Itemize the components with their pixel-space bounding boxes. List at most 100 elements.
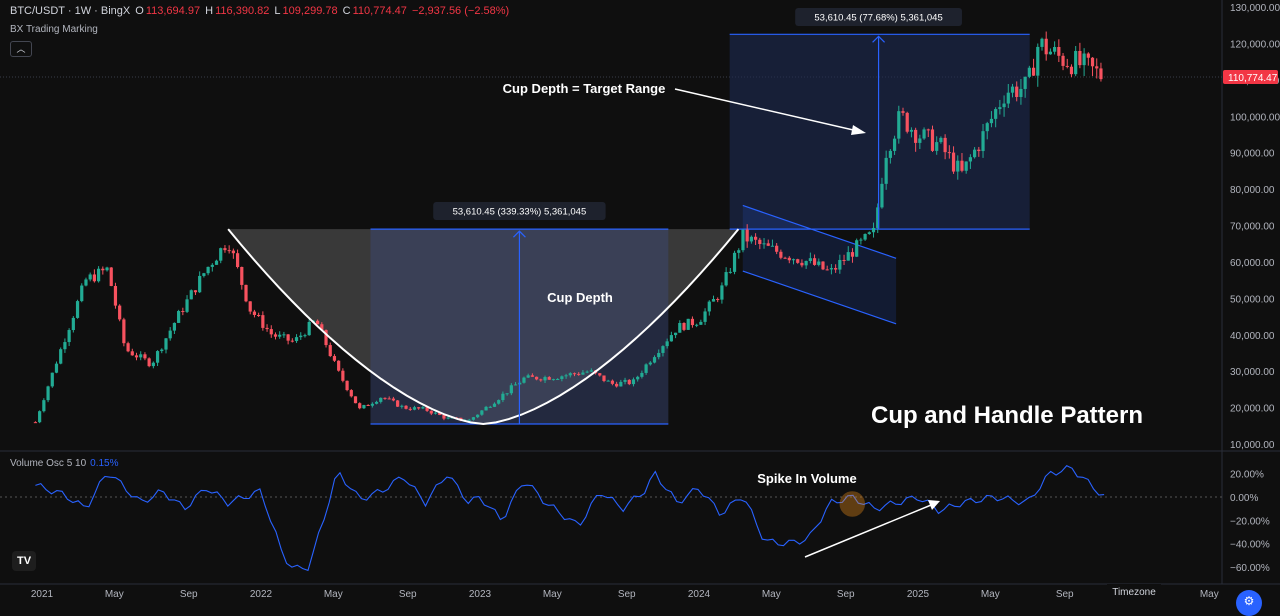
handle-channel-top	[742, 204, 897, 259]
low-label: L	[274, 5, 281, 17]
close-value: 110,774.47	[352, 5, 407, 17]
candle-body	[492, 403, 497, 407]
candle-body	[235, 253, 240, 267]
candle-body	[998, 107, 1002, 110]
candles	[33, 31, 1103, 424]
candle-body	[1095, 66, 1099, 69]
candle-body	[568, 373, 572, 376]
candle-body	[387, 398, 391, 400]
oscillator-header[interactable]: Volume Osc 5 10 0.15%	[10, 458, 119, 469]
oscillator-name: Volume Osc 5 10	[10, 458, 87, 469]
candle-body	[673, 332, 678, 336]
candle-body	[38, 411, 42, 423]
chart-canvas[interactable]: 53,610.45 (339.33%) 5,361,045 53,610.45 (…	[0, 0, 1280, 602]
candle-body	[337, 360, 341, 371]
candle-body	[484, 406, 488, 411]
candle-body	[214, 260, 219, 265]
candle-body	[404, 405, 408, 409]
candle-body	[526, 375, 530, 378]
candle-body	[1053, 47, 1057, 52]
candle-body	[505, 393, 509, 395]
candle-body	[1036, 46, 1040, 76]
candle-body	[770, 245, 775, 247]
candle-body	[198, 275, 202, 293]
target-measure-label: 53,610.45 (77.68%) 5,361,045	[814, 13, 942, 24]
candle-body	[619, 381, 623, 387]
low-value: 109,299.78	[282, 5, 338, 17]
candle-body	[105, 267, 109, 271]
candle-body	[661, 346, 665, 353]
candle-body	[75, 301, 80, 318]
candle-body	[257, 314, 261, 316]
candle-body	[177, 311, 181, 323]
candle-body	[871, 227, 876, 233]
candle-body	[299, 335, 303, 338]
price-tick-label: 50,000.00	[1230, 294, 1275, 305]
candle-body	[189, 290, 193, 300]
open-value: 113,694.97	[145, 5, 201, 17]
cup-measure-label-bg	[433, 202, 606, 220]
indicator-name[interactable]: BX Trading Marking	[10, 24, 98, 35]
chevron-up-icon[interactable]: ︿	[10, 41, 32, 57]
candle-body	[812, 258, 817, 265]
candle-body	[1010, 86, 1015, 93]
tradingview-logo[interactable]: TV	[12, 551, 36, 571]
candle-body	[703, 311, 707, 322]
cup-depth-arrowhead	[512, 230, 526, 238]
candle-body	[695, 324, 699, 326]
candle-body	[724, 272, 728, 286]
target-range-label: Cup Depth = Target Range	[503, 81, 666, 96]
osc-tick-label: −60.00%	[1230, 563, 1270, 574]
time-tick-label: Sep	[1056, 589, 1074, 600]
candle-body	[88, 274, 92, 280]
price-tick-label: 90,000.00	[1230, 149, 1275, 160]
candle-body	[248, 301, 252, 312]
candle-body	[240, 266, 244, 285]
time-tick-label: May	[762, 589, 781, 600]
price-tick-label: 100,000.00	[1230, 112, 1280, 123]
candle-body	[101, 268, 105, 271]
settings-icon[interactable]: ⚙	[1236, 590, 1262, 616]
candle-body	[829, 268, 834, 270]
candle-body	[547, 377, 551, 380]
candle-body	[1040, 38, 1044, 47]
candle-body	[172, 322, 177, 331]
candle-body	[353, 396, 358, 404]
candle-body	[943, 137, 947, 153]
price-tick-label: 60,000.00	[1230, 258, 1275, 269]
high-label: H	[205, 5, 214, 17]
candle-body	[589, 370, 593, 372]
candle-body	[640, 372, 644, 377]
candle-body	[374, 401, 379, 404]
time-tick-label: May	[1200, 589, 1219, 600]
candle-body	[602, 375, 606, 381]
timezone-button[interactable]: Timezone	[1107, 584, 1161, 602]
candle-body	[164, 338, 168, 350]
volume-spike-pointer-head	[928, 500, 940, 510]
candle-body	[412, 407, 417, 410]
candle-body	[627, 379, 631, 385]
candle-body	[800, 262, 804, 266]
candle-body	[497, 400, 501, 404]
candle-body	[1006, 92, 1010, 104]
candle-body	[303, 335, 307, 337]
candle-body	[535, 376, 539, 380]
candle-body	[471, 417, 476, 420]
candle-body	[193, 290, 198, 293]
candle-body	[922, 129, 926, 139]
price-tick-label: 120,000.00	[1230, 39, 1280, 50]
candle-body	[918, 138, 922, 143]
candle-body	[294, 337, 299, 342]
price-tick-label: 80,000.00	[1230, 185, 1275, 196]
candle-body	[648, 362, 652, 365]
candle-body	[699, 321, 703, 325]
cup-depth-label: Cup Depth	[547, 290, 613, 305]
candle-body	[345, 380, 349, 391]
symbol-label[interactable]: BTC/USDT · 1W · BingX	[10, 5, 131, 17]
candle-body	[690, 318, 695, 326]
candle-body	[126, 343, 130, 352]
price-tick-label: 130,000.00	[1230, 3, 1280, 14]
candle-body	[54, 363, 59, 373]
candle-body	[1065, 65, 1069, 67]
candle-body	[1061, 55, 1065, 66]
